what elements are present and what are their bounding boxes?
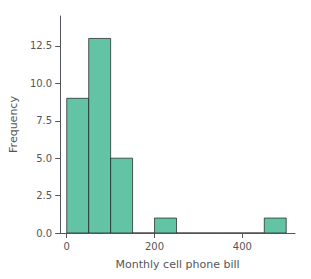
svg-text:0: 0 <box>64 241 70 252</box>
svg-text:5.0: 5.0 <box>36 153 52 164</box>
svg-text:12.5: 12.5 <box>30 40 52 51</box>
svg-text:0.0: 0.0 <box>36 228 52 239</box>
svg-text:Frequency: Frequency <box>7 96 20 153</box>
svg-text:2.5: 2.5 <box>36 190 52 201</box>
svg-text:200: 200 <box>145 241 164 252</box>
svg-text:10.0: 10.0 <box>30 78 52 89</box>
svg-text:Monthly cell phone bill: Monthly cell phone bill <box>116 258 240 271</box>
svg-text:7.5: 7.5 <box>36 115 52 126</box>
svg-text:400: 400 <box>233 241 252 252</box>
